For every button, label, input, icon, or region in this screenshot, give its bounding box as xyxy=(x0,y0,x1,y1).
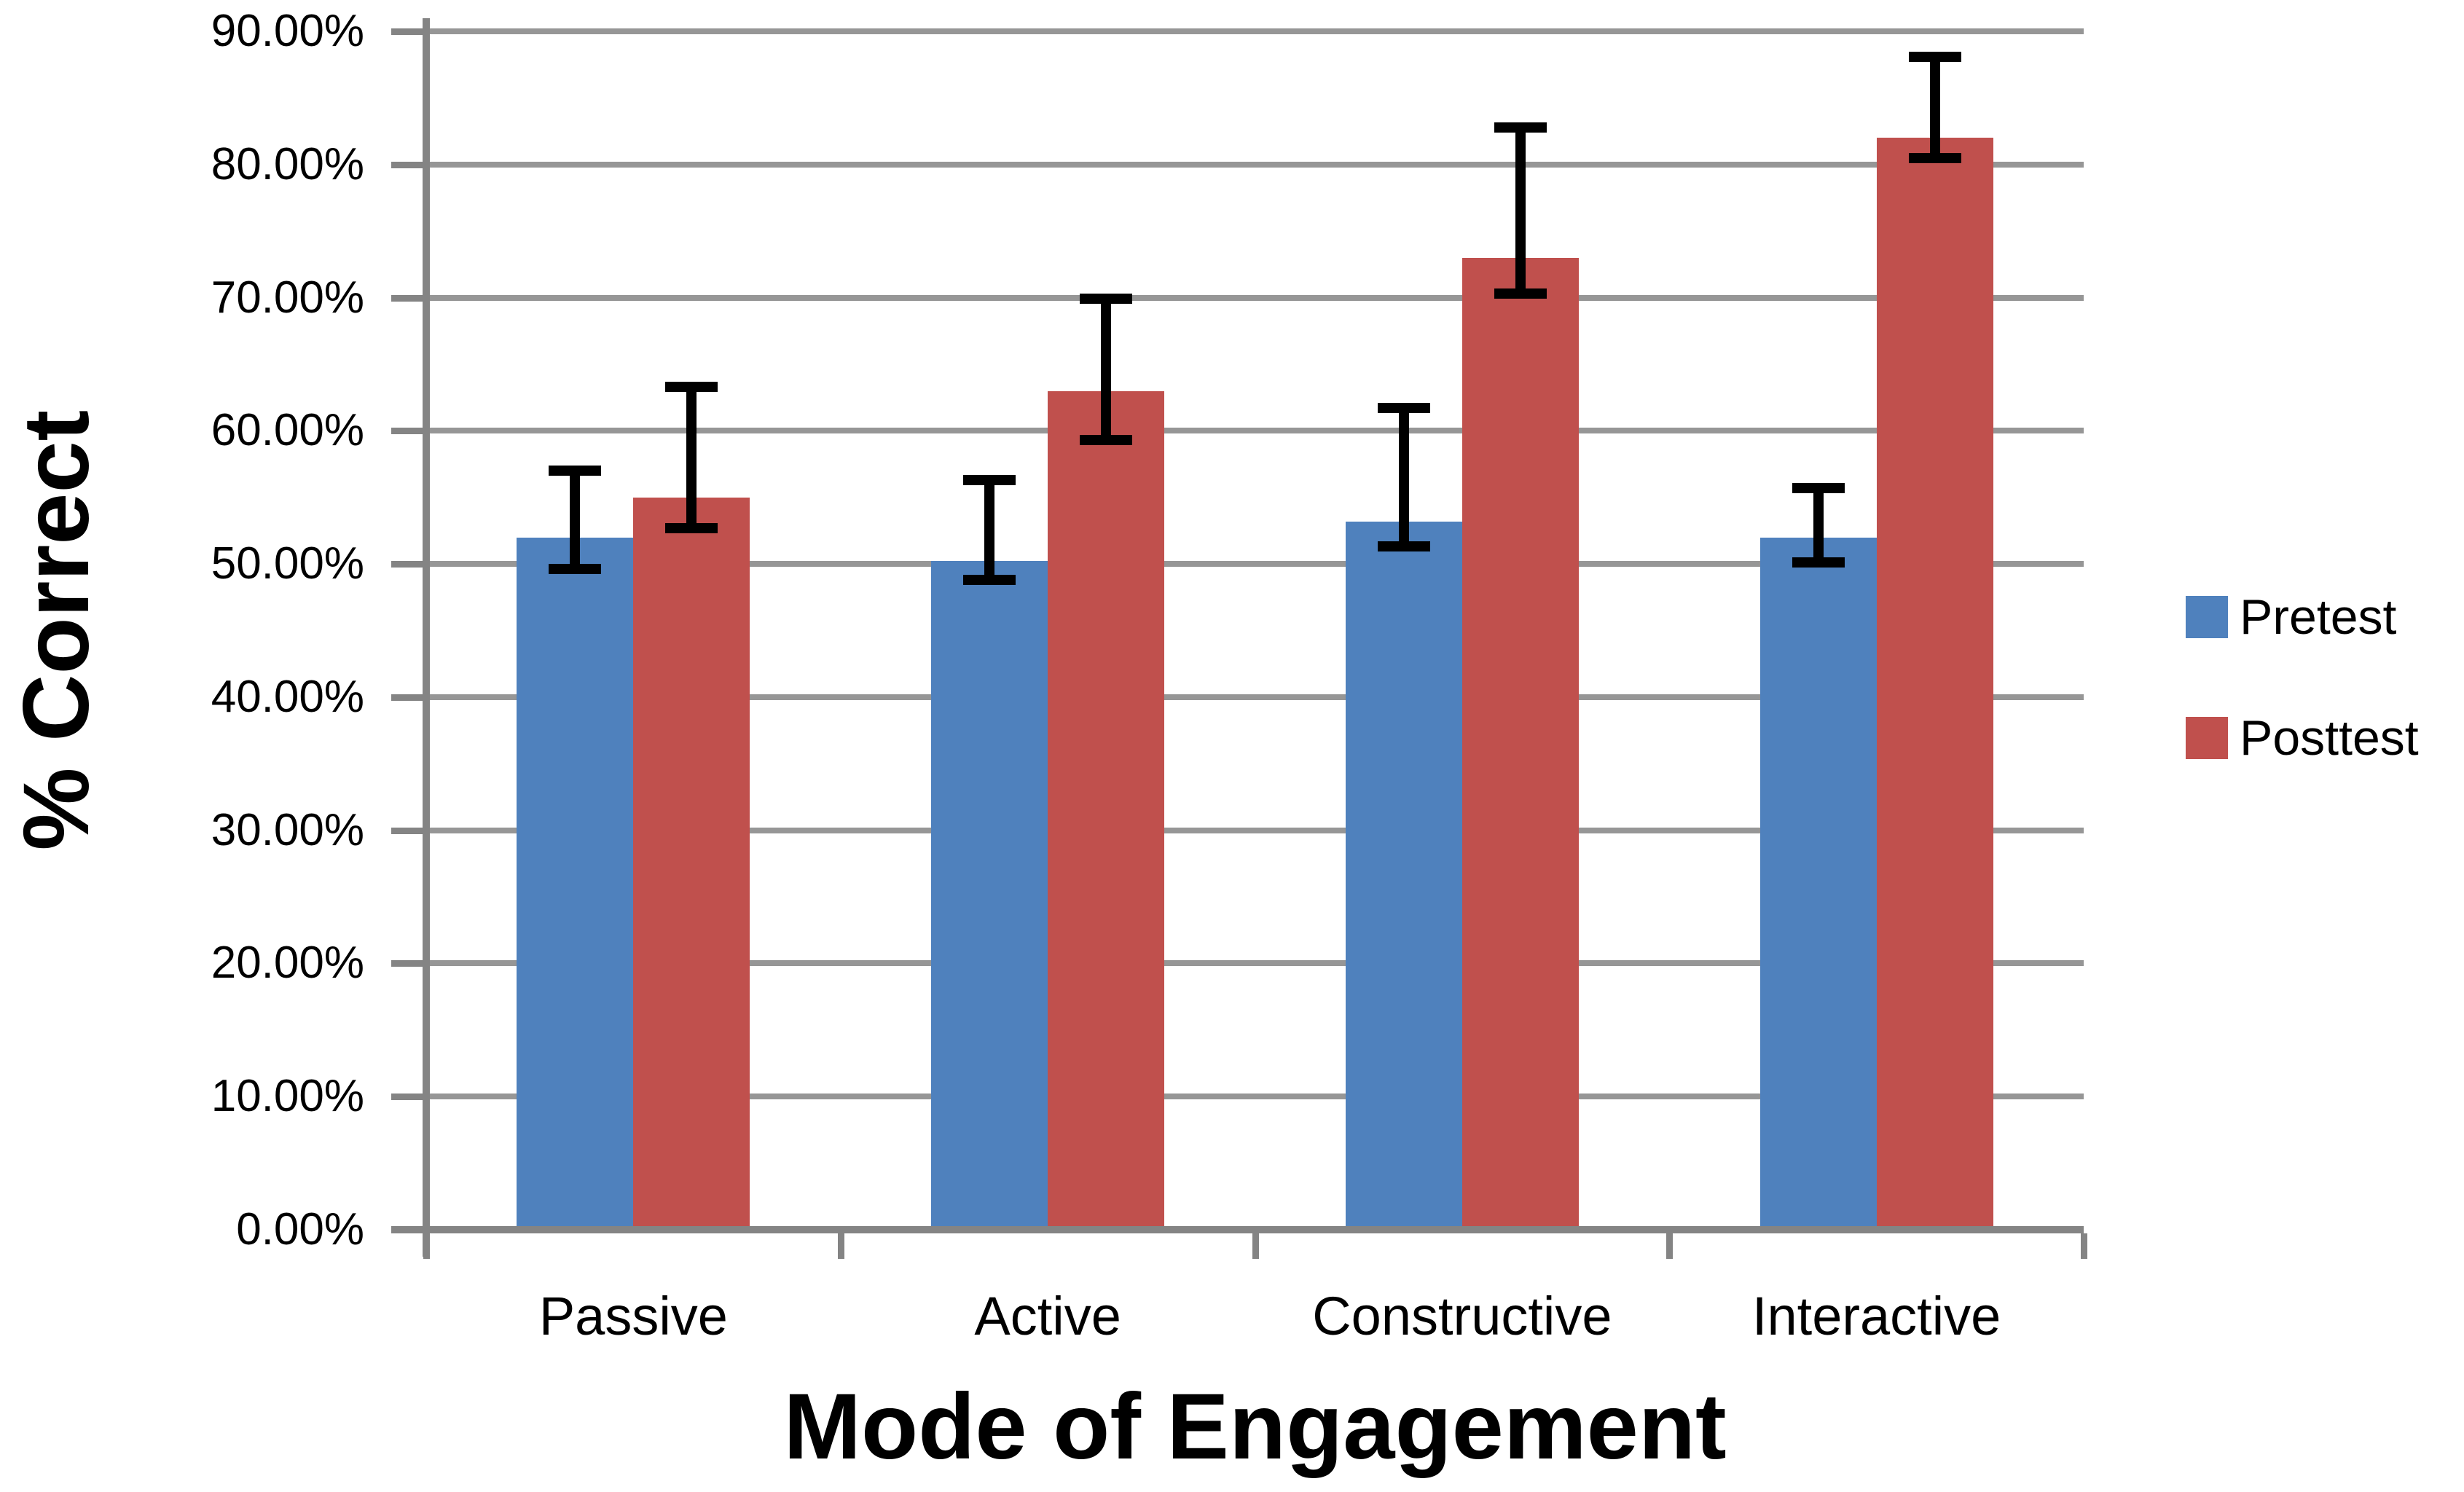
gridline xyxy=(426,694,2084,700)
legend-swatch-posttest xyxy=(2186,717,2228,759)
bar-posttest-interactive xyxy=(1876,138,1993,1230)
error-bar-cap-bottom xyxy=(1080,435,1133,446)
error-bar-line xyxy=(1813,487,1824,563)
y-tick-label: 50.00% xyxy=(211,538,364,589)
error-bar-cap-top xyxy=(549,466,602,476)
x-axis-tick xyxy=(1666,1233,1674,1259)
bar-pretest-passive xyxy=(517,537,634,1230)
y-axis-tick xyxy=(391,827,426,834)
y-tick-label: 20.00% xyxy=(211,938,364,989)
error-bar-cap-bottom xyxy=(549,564,602,575)
y-axis-tick xyxy=(391,294,426,302)
error-bar-cap-top xyxy=(1494,122,1547,133)
y-tick-label: 0.00% xyxy=(236,1204,364,1255)
x-axis-tick xyxy=(2081,1233,2087,1259)
error-bar-cap-bottom xyxy=(1908,152,1961,163)
gridline xyxy=(426,161,2084,168)
x-tick-label: Constructive xyxy=(1312,1286,1612,1346)
y-tick-label: 70.00% xyxy=(211,272,364,323)
gridline xyxy=(426,428,2084,434)
y-axis-title: % Correct xyxy=(4,409,109,851)
x-axis-tick xyxy=(423,1233,430,1259)
x-tick-label: Active xyxy=(974,1286,1121,1346)
y-axis-tick xyxy=(391,1094,426,1101)
error-bar-cap-bottom xyxy=(665,522,718,533)
y-axis-tick xyxy=(391,960,426,967)
y-tick-label: 80.00% xyxy=(211,138,364,189)
y-axis-tick xyxy=(391,28,426,35)
gridline xyxy=(426,294,2084,301)
error-bar-line xyxy=(686,387,697,528)
gridline xyxy=(426,561,2084,568)
gridline xyxy=(426,960,2084,967)
bar-posttest-passive xyxy=(633,497,750,1230)
error-bar-cap-bottom xyxy=(1792,557,1845,568)
bar-pretest-active xyxy=(931,561,1048,1230)
error-bar-line xyxy=(1101,299,1112,441)
bar-posttest-active xyxy=(1048,390,1165,1230)
y-tick-label: 40.00% xyxy=(211,671,364,722)
y-tick-label: 10.00% xyxy=(211,1071,364,1122)
x-axis-tick xyxy=(837,1233,844,1259)
error-bar-line xyxy=(984,479,995,581)
legend: Pretest Posttest xyxy=(2186,592,2463,763)
y-tick-label: 60.00% xyxy=(211,405,364,456)
x-axis-line xyxy=(391,1226,2084,1233)
gridline xyxy=(426,28,2084,34)
y-axis-tick xyxy=(391,694,426,701)
bar-pretest-interactive xyxy=(1759,537,1877,1230)
gridline xyxy=(426,827,2084,833)
bar-posttest-constructive xyxy=(1461,257,1579,1230)
legend-item-pretest: Pretest xyxy=(2186,592,2463,643)
error-bar-cap-bottom xyxy=(1494,288,1547,299)
error-bar-line xyxy=(1398,408,1409,547)
y-axis-tick xyxy=(391,428,426,435)
error-bar-cap-bottom xyxy=(963,575,1016,586)
error-bar-cap-top xyxy=(1792,482,1845,493)
error-bar-line xyxy=(1515,127,1526,294)
x-tick-label: Passive xyxy=(538,1286,728,1346)
error-bar-cap-top xyxy=(1080,294,1133,305)
y-tick-label: 30.00% xyxy=(211,804,364,855)
error-bar-cap-top xyxy=(1908,51,1961,62)
y-axis-tick xyxy=(391,561,426,568)
error-bar-cap-top xyxy=(665,382,718,393)
legend-swatch-pretest xyxy=(2186,596,2228,638)
error-bar-cap-bottom xyxy=(1377,541,1430,552)
y-axis-line xyxy=(423,18,430,1257)
x-axis-tick xyxy=(1252,1233,1259,1259)
x-axis-title: Mode of Engagement xyxy=(783,1375,1727,1479)
y-axis-tick xyxy=(391,161,426,168)
error-bar-cap-top xyxy=(963,474,1016,485)
legend-label-pretest: Pretest xyxy=(2240,589,2397,645)
legend-label-posttest: Posttest xyxy=(2240,710,2419,766)
y-axis-tick xyxy=(391,1227,426,1233)
legend-item-posttest: Posttest xyxy=(2186,712,2463,763)
gridline xyxy=(426,1094,2084,1100)
y-tick-label: 90.00% xyxy=(211,6,364,56)
bar-pretest-constructive xyxy=(1345,521,1462,1230)
x-tick-label: Interactive xyxy=(1751,1286,2001,1346)
error-bar-line xyxy=(1929,56,1940,158)
error-bar-cap-top xyxy=(1377,403,1430,414)
error-bar-line xyxy=(570,471,581,570)
